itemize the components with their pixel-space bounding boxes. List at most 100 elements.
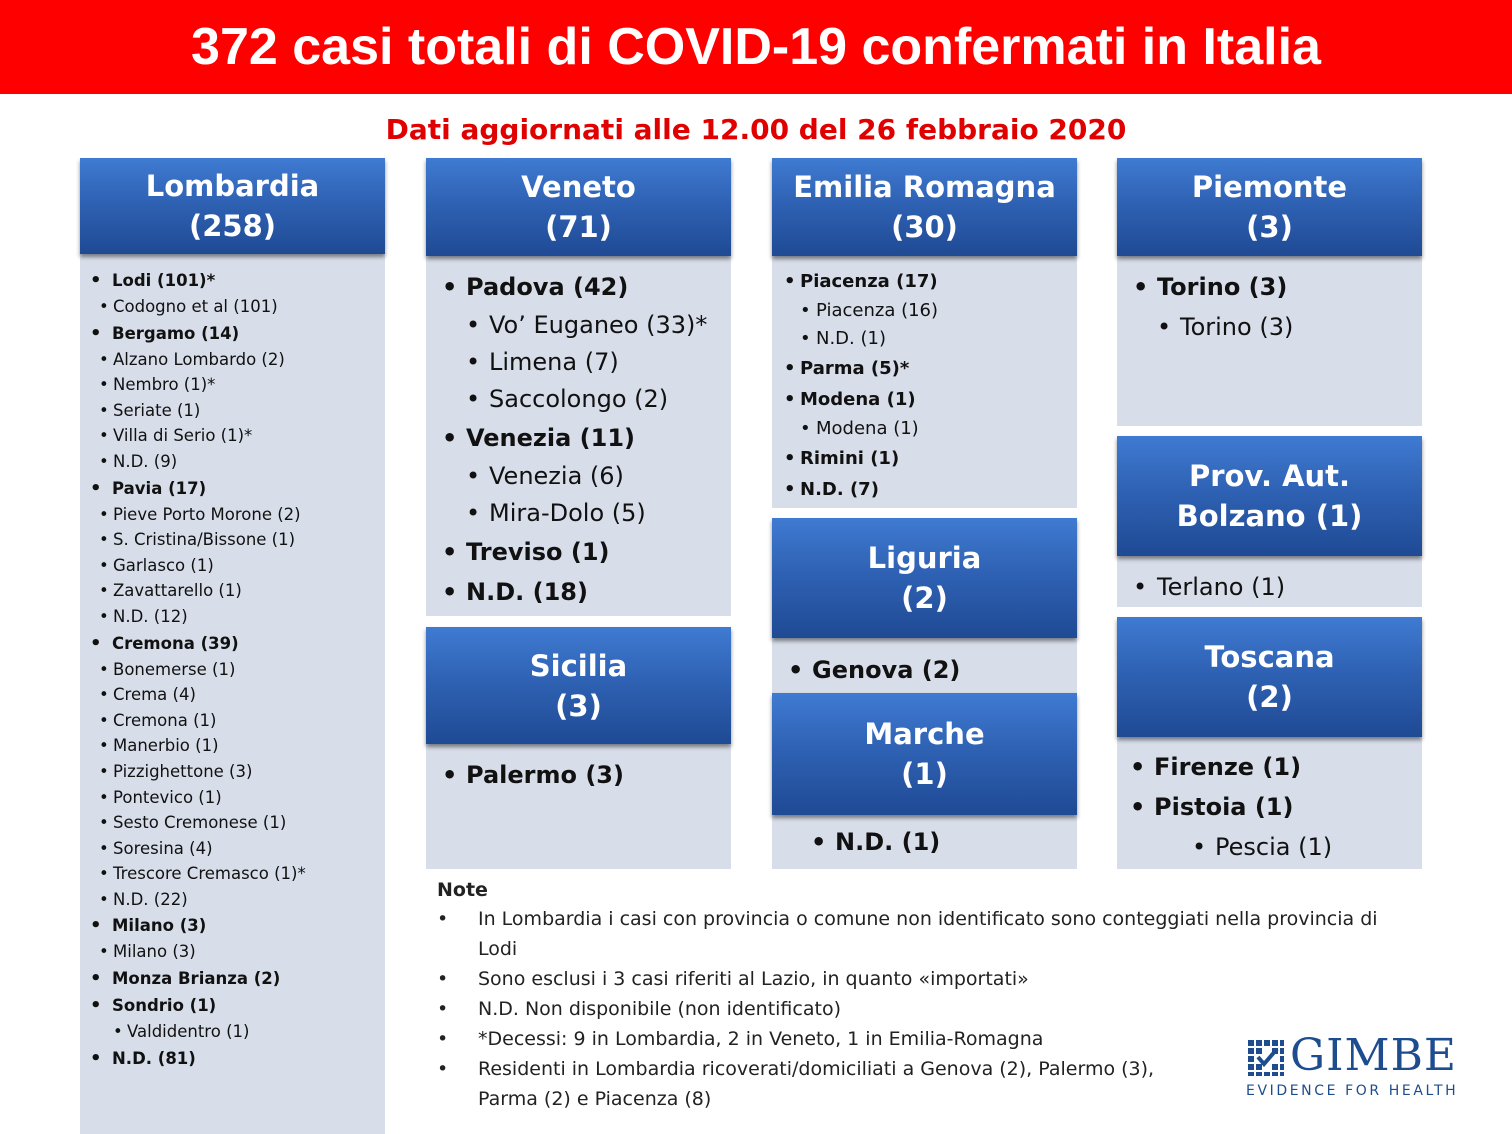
province-item: Firenze (1) — [1114, 747, 1422, 787]
region-name: Veneto — [521, 170, 636, 204]
list-liguria: Genova (2) — [772, 652, 1077, 688]
header-sicilia: Sicilia (3) — [426, 627, 731, 744]
list-emilia: Piacenza (17)Piacenza (16)N.D. (1)Parma … — [772, 266, 1077, 505]
province-item: Cremona (39) — [80, 630, 385, 657]
note-item: N.D. Non disponibile (non identificato) — [437, 994, 1437, 1024]
province-item: Venezia (11) — [426, 418, 731, 458]
municipality-item: Cremona (1) — [80, 708, 385, 734]
province-item: Torino (3) — [1117, 267, 1422, 307]
list-bolzano: Terlano (1) — [1117, 567, 1422, 607]
header-piemonte: Piemonte (3) — [1117, 158, 1422, 256]
municipality-item: Modena (1) — [772, 415, 1077, 443]
header-toscana: Toscana (2) — [1117, 617, 1422, 737]
header-lombardia: Lombardia (258) — [80, 158, 385, 254]
municipality-item: Pontevico (1) — [80, 785, 385, 811]
province-item: Rimini (1) — [772, 443, 1077, 474]
region-count: (3) — [1246, 210, 1293, 244]
gimbe-logo: GIMBE EVIDENCE FOR HEALTH — [1246, 1032, 1462, 1102]
municipality-item: Manerbio (1) — [80, 733, 385, 759]
municipality-item: N.D. (9) — [80, 449, 385, 475]
province-item: N.D. (81) — [80, 1045, 385, 1072]
province-item: Milano (3) — [80, 912, 385, 939]
province-item: Monza Brianza (2) — [80, 965, 385, 992]
header-liguria: Liguria (2) — [772, 518, 1077, 638]
region-name: Liguria — [867, 541, 982, 575]
municipality-item: Terlano (1) — [1117, 567, 1422, 607]
note-item: Sono esclusi i 3 casi riferiti al Lazio,… — [437, 964, 1437, 994]
province-item: Parma (5)* — [772, 353, 1077, 384]
region-name: Lombardia — [145, 169, 320, 203]
municipality-item: Sesto Cremonese (1) — [80, 810, 385, 836]
municipality-item: Garlasco (1) — [80, 553, 385, 579]
municipality-item: S. Cristina/Bissone (1) — [80, 527, 385, 553]
province-item: Treviso (1) — [426, 532, 731, 572]
region-name: Sicilia — [529, 648, 628, 683]
region-count: (2) — [1246, 680, 1293, 714]
province-item: Palermo (3) — [426, 755, 731, 795]
grid-check-logo-icon — [1248, 1040, 1284, 1076]
region-count: (71) — [545, 210, 612, 244]
province-item: Modena (1) — [772, 384, 1077, 415]
region-name: Emilia Romagna — [793, 170, 1056, 204]
municipality-item: Valdidentro (1) — [80, 1019, 385, 1045]
municipality-item: Zavattarello (1) — [80, 578, 385, 604]
list-lombardia: Lodi (101)*Codogno et al (101)Bergamo (1… — [80, 267, 385, 1072]
municipality-item: Crema (4) — [80, 682, 385, 708]
municipality-item: Torino (3) — [1117, 307, 1422, 347]
municipality-item: Pescia (1) — [1114, 827, 1422, 867]
list-marche: N.D. (1) — [795, 824, 1077, 860]
province-item: Pistoia (1) — [1114, 787, 1422, 827]
municipality-item: Venezia (6) — [426, 458, 731, 495]
municipality-item: N.D. (12) — [80, 604, 385, 630]
province-item: Bergamo (14) — [80, 320, 385, 347]
header-marche: Marche (1) — [772, 693, 1077, 815]
list-toscana: Firenze (1)Pistoia (1)Pescia (1) — [1114, 747, 1422, 867]
notes: Note In Lombardia i casi con provincia o… — [437, 876, 1437, 1114]
note-item: *Decessi: 9 in Lombardia, 2 in Veneto, 1… — [437, 1024, 1437, 1054]
municipality-item: Alzano Lombardo (2) — [80, 347, 385, 373]
province-item: Lodi (101)* — [80, 267, 385, 294]
province-item: Padova (42) — [426, 267, 731, 307]
municipality-item: N.D. (22) — [80, 887, 385, 913]
list-sicilia: Palermo (3) — [426, 755, 731, 795]
province-item: Piacenza (17) — [772, 266, 1077, 297]
list-veneto: Padova (42)Vo’ Euganeo (33)*Limena (7)Sa… — [426, 267, 731, 612]
region-count: (258) — [188, 209, 277, 243]
page-title: 372 casi totali di COVID-19 confermati i… — [0, 0, 1512, 94]
region-count: (3) — [555, 688, 602, 723]
region-name: Piemonte — [1191, 170, 1348, 204]
province-item: Genova (2) — [772, 652, 1077, 688]
header-veneto: Veneto (71) — [426, 158, 731, 256]
region-name: Toscana — [1204, 640, 1335, 674]
list-piemonte: Torino (3)Torino (3) — [1117, 267, 1422, 347]
note-item: Residenti in Lombardia ricoverati/domici… — [437, 1054, 1218, 1114]
logo-tagline: EVIDENCE FOR HEALTH — [1246, 1083, 1459, 1099]
municipality-item: Mira-Dolo (5) — [426, 495, 731, 532]
municipality-item: Limena (7) — [426, 344, 731, 381]
municipality-item: Milano (3) — [80, 939, 385, 965]
province-item: Pavia (17) — [80, 475, 385, 502]
region-name: Marche — [864, 717, 985, 751]
province-item: N.D. (1) — [795, 824, 1077, 860]
region-name: Prov. Aut. — [1188, 459, 1351, 493]
municipality-item: Soresina (4) — [80, 836, 385, 862]
province-item: Sondrio (1) — [80, 992, 385, 1019]
municipality-item: N.D. (1) — [772, 325, 1077, 353]
update-subtitle: Dati aggiornati alle 12.00 del 26 febbra… — [385, 113, 1127, 146]
municipality-item: Nembro (1)* — [80, 372, 385, 398]
logo-name: GIMBE — [1290, 1030, 1458, 1081]
municipality-item: Pizzighettone (3) — [80, 759, 385, 785]
municipality-item: Seriate (1) — [80, 398, 385, 424]
municipality-item: Trescore Cremasco (1)* — [80, 861, 385, 887]
region-count: (30) — [891, 210, 958, 244]
note-item: In Lombardia i casi con provincia o comu… — [437, 904, 1418, 964]
municipality-item: Codogno et al (101) — [80, 294, 385, 320]
header-bolzano: Prov. Aut. Bolzano (1) — [1117, 436, 1422, 556]
region-count: (1) — [901, 757, 948, 791]
municipality-item: Saccolongo (2) — [426, 381, 731, 418]
municipality-item: Bonemerse (1) — [80, 657, 385, 683]
province-item: N.D. (7) — [772, 474, 1077, 505]
region-count: (2) — [901, 581, 948, 615]
notes-title: Note — [437, 879, 488, 901]
municipality-item: Vo’ Euganeo (33)* — [426, 307, 731, 344]
